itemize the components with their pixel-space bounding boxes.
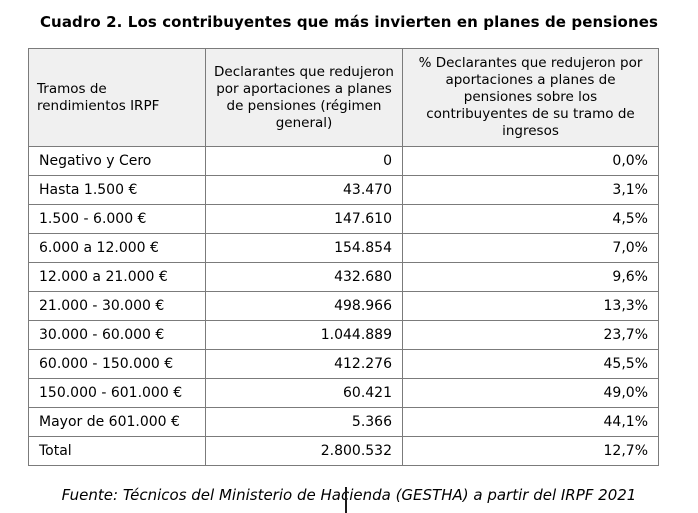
cell-declarantes: 43.470	[205, 175, 403, 205]
table-row: Negativo y Cero 0 0,0%	[28, 146, 659, 176]
source-note: Fuente: Técnicos del Ministerio de Hacie…	[61, 486, 637, 504]
cell-declarantes: 412.276	[205, 349, 403, 379]
cell-pct: 44,1%	[402, 407, 659, 437]
table-row: 1.500 - 6.000 € 147.610 4,5%	[28, 204, 659, 234]
cell-pct: 12,7%	[402, 436, 659, 466]
cell-pct: 13,3%	[402, 291, 659, 321]
column-header-declarantes: Declarantes que redujeron por aportacion…	[205, 48, 403, 147]
cell-tramo: 12.000 a 21.000 €	[28, 262, 206, 292]
cell-declarantes: 147.610	[205, 204, 403, 234]
cell-tramo: 21.000 - 30.000 €	[28, 291, 206, 321]
table-row: Mayor de 601.000 € 5.366 44,1%	[28, 407, 659, 437]
cell-tramo: 60.000 - 150.000 €	[28, 349, 206, 379]
cell-pct: 4,5%	[402, 204, 659, 234]
cell-declarantes: 60.421	[205, 378, 403, 408]
cell-pct: 23,7%	[402, 320, 659, 350]
cell-tramo: 30.000 - 60.000 €	[28, 320, 206, 350]
cell-pct: 45,5%	[402, 349, 659, 379]
table-row: 30.000 - 60.000 € 1.044.889 23,7%	[28, 320, 659, 350]
cell-declarantes: 1.044.889	[205, 320, 403, 350]
cell-declarantes: 5.366	[205, 407, 403, 437]
table-row: 60.000 - 150.000 € 412.276 45,5%	[28, 349, 659, 379]
table-row: 6.000 a 12.000 € 154.854 7,0%	[28, 233, 659, 263]
table-row: 150.000 - 601.000 € 60.421 49,0%	[28, 378, 659, 408]
cell-pct: 49,0%	[402, 378, 659, 408]
cell-tramo: Negativo y Cero	[28, 146, 206, 176]
column-header-tramos: Tramos de rendimientos IRPF	[28, 48, 206, 147]
cell-tramo: 6.000 a 12.000 €	[28, 233, 206, 263]
cell-pct: 7,0%	[402, 233, 659, 263]
cell-tramo: 1.500 - 6.000 €	[28, 204, 206, 234]
table-row: 21.000 - 30.000 € 498.966 13,3%	[28, 291, 659, 321]
cell-pct: 0,0%	[402, 146, 659, 176]
cell-tramo: Mayor de 601.000 €	[28, 407, 206, 437]
cell-pct: 3,1%	[402, 175, 659, 205]
vertical-line-mark	[345, 487, 347, 513]
cell-declarantes: 0	[205, 146, 403, 176]
cell-declarantes: 154.854	[205, 233, 403, 263]
table-row: 12.000 a 21.000 € 432.680 9,6%	[28, 262, 659, 292]
cell-tramo: 150.000 - 601.000 €	[28, 378, 206, 408]
cell-tramo: Hasta 1.500 €	[28, 175, 206, 205]
cell-tramo: Total	[28, 436, 206, 466]
cell-pct: 9,6%	[402, 262, 659, 292]
table-row: Hasta 1.500 € 43.470 3,1%	[28, 175, 659, 205]
pension-contributors-table: Tramos de rendimientos IRPF Declarantes …	[28, 48, 659, 466]
table-row-total: Total 2.800.532 12,7%	[28, 436, 659, 466]
cell-declarantes: 498.966	[205, 291, 403, 321]
table-header-row: Tramos de rendimientos IRPF Declarantes …	[28, 48, 659, 147]
page-title: Cuadro 2. Los contribuyentes que más inv…	[39, 13, 659, 31]
cell-declarantes: 432.680	[205, 262, 403, 292]
cell-declarantes: 2.800.532	[205, 436, 403, 466]
column-header-porcentaje: % Declarantes que redujeron por aportaci…	[402, 48, 659, 147]
